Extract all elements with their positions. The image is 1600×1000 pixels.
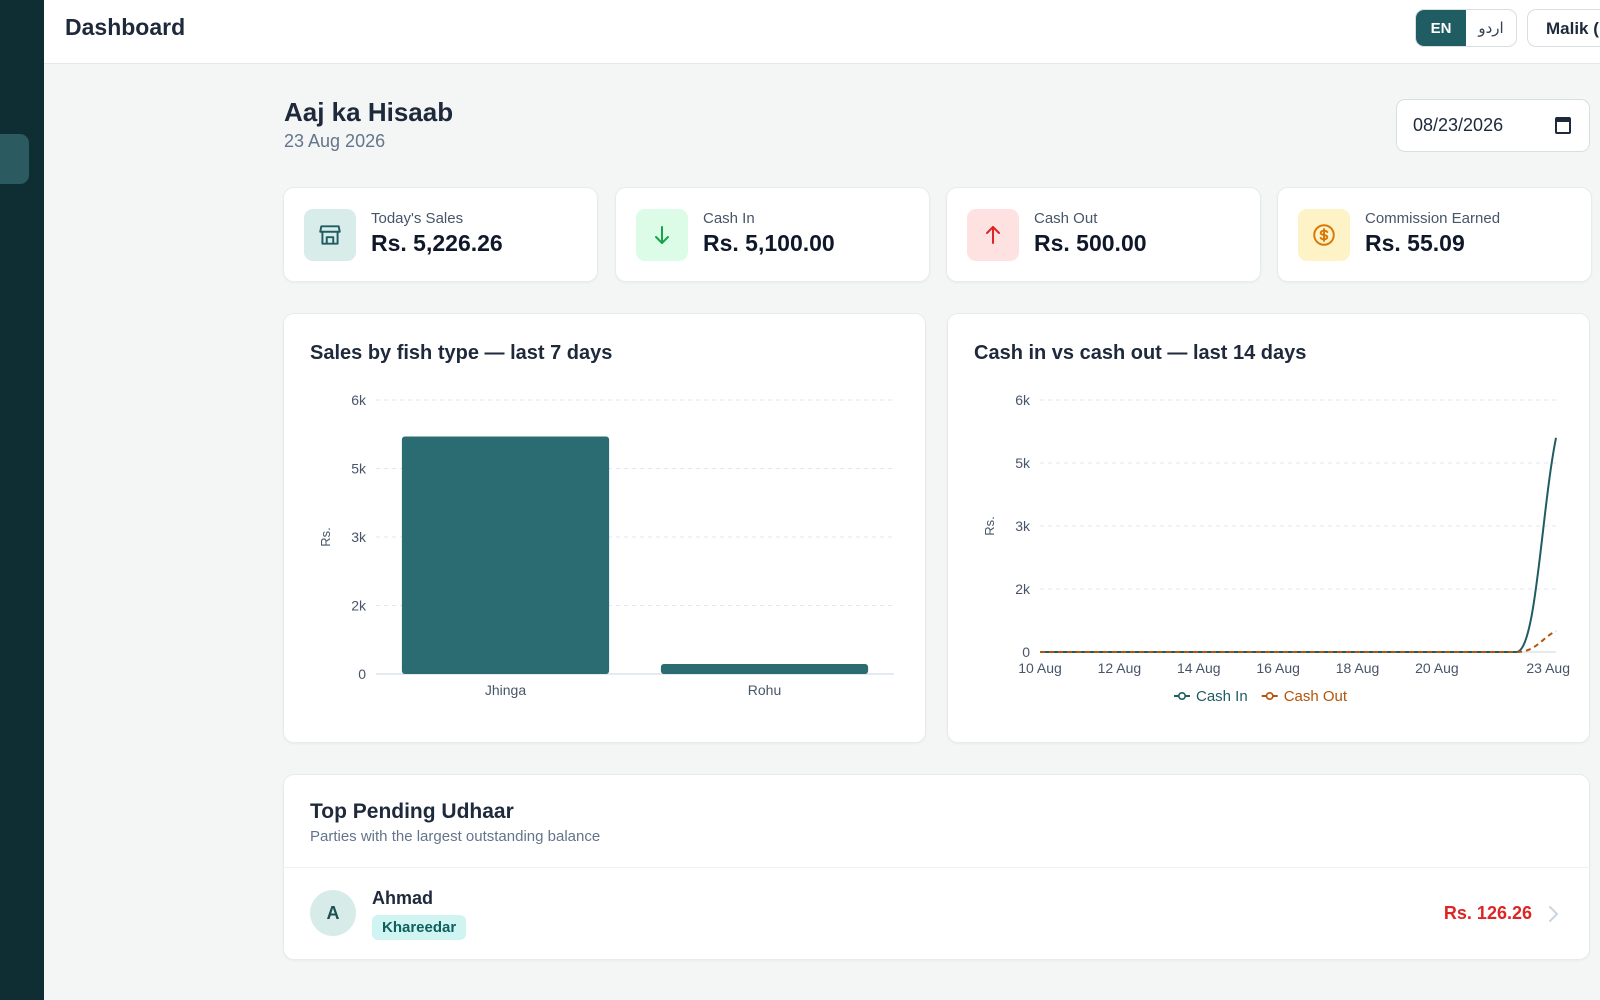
x-tick-label: 12 Aug <box>1098 660 1142 676</box>
y-tick-label: 6k <box>351 392 367 408</box>
legend-marker <box>1178 691 1187 700</box>
x-tick-label: 10 Aug <box>1018 660 1062 676</box>
party-balance: Rs. 126.26 <box>1443 903 1532 923</box>
y-tick-label: 5k <box>351 461 367 477</box>
udhaar-subtitle: Parties with the largest outstanding bal… <box>310 828 601 845</box>
y-tick-label: 3k <box>1015 518 1031 534</box>
stat-label: Cash In <box>703 210 755 227</box>
arrow-up-icon <box>967 209 1019 261</box>
x-tick-label: Rohu <box>748 682 781 698</box>
bar-rohu <box>660 663 869 674</box>
series-line-cash-in <box>1039 437 1557 653</box>
page-title: Dashboard <box>65 14 186 40</box>
date-picker-input[interactable]: 08/23/2026 <box>1396 99 1590 152</box>
party-name: Ahmad <box>372 888 434 908</box>
x-tick-label: 20 Aug <box>1415 660 1459 676</box>
series-line-cash-out <box>1039 630 1557 653</box>
chart-title: Sales by fish type — last 7 days <box>310 342 613 364</box>
cash-flow-chart-card: Cash in vs cash out — last 14 days 0 2k 3k… <box>947 313 1590 743</box>
y-tick-label: 3k <box>351 529 367 545</box>
bar-jhinga <box>401 436 610 674</box>
store-icon <box>304 209 356 261</box>
legend-label: Cash In <box>1196 688 1248 705</box>
legend-label: Cash Out <box>1284 688 1348 705</box>
pending-udhaar-card: Top Pending Udhaar Parties with the larg… <box>283 774 1590 960</box>
divider <box>284 867 1589 868</box>
language-toggle: EN اردو <box>1415 9 1517 47</box>
stat-card-cash-in: Cash In Rs. 5,100.00 <box>615 187 930 282</box>
y-tick-label: 0 <box>1022 644 1030 660</box>
chart-title: Cash in vs cash out — last 14 days <box>974 342 1307 364</box>
y-axis-label: Rs. <box>318 527 333 547</box>
udhaar-title: Top Pending Udhaar <box>310 800 514 823</box>
stat-label: Commission Earned <box>1365 210 1501 227</box>
stat-card-cash-out: Cash Out Rs. 500.00 <box>946 187 1261 282</box>
arrow-down-icon <box>636 209 688 261</box>
sales-by-fish-bar-chart: 0 2k 3k 5k 6k Rs. Jhinga Rohu <box>318 392 894 698</box>
y-tick-label: 5k <box>1015 455 1031 471</box>
stat-card-todays-sales: Today's Sales Rs. 5,226.26 <box>283 187 598 282</box>
user-menu-button[interactable]: Malik ( <box>1527 9 1600 47</box>
y-tick-label: 0 <box>358 666 366 682</box>
x-tick-label: Jhinga <box>485 682 526 698</box>
topbar: Dashboard EN اردو Malik ( <box>44 0 1600 64</box>
stat-label: Cash Out <box>1034 210 1098 227</box>
calendar-icon[interactable] <box>1555 117 1571 134</box>
cash-flow-line-chart: 0 2k 3k 5k 6k Rs. 10 Aug 12 Aug 14 Aug 16 Aug 18 A… <box>982 392 1570 705</box>
section-title: Aaj ka Hisaab <box>284 97 454 127</box>
lang-urdu-button[interactable]: اردو <box>1478 20 1504 37</box>
section-date: 23 Aug 2026 <box>284 131 386 151</box>
stat-card-commission: Commission Earned Rs. 55.09 <box>1277 187 1592 282</box>
chevron-right-icon[interactable] <box>1547 905 1559 923</box>
x-tick-label: 14 Aug <box>1177 660 1221 676</box>
sidebar-active-item[interactable] <box>0 134 29 184</box>
avatar: A <box>310 890 356 936</box>
y-tick-label: 2k <box>351 598 367 614</box>
dollar-coin-icon <box>1298 209 1350 261</box>
x-tick-label: 18 Aug <box>1336 660 1380 676</box>
legend-marker <box>1265 691 1274 700</box>
lang-en-button[interactable]: EN <box>1416 10 1466 46</box>
y-axis-label: Rs. <box>982 516 997 536</box>
date-value: 08/23/2026 <box>1413 115 1504 135</box>
sales-by-fish-chart-card: Sales by fish type — last 7 days 0 2k 3k 5k… <box>283 313 926 743</box>
stat-value: Rs. 5,226.26 <box>371 230 503 256</box>
y-tick-label: 6k <box>1015 392 1031 408</box>
party-row[interactable]: A Ahmad Khareedar Rs. 126.26 <box>284 868 1589 960</box>
stat-value: Rs. 500.00 <box>1034 230 1147 256</box>
party-type-badge: Khareedar <box>372 915 467 940</box>
stat-label: Today's Sales <box>371 210 464 227</box>
y-tick-label: 2k <box>1015 581 1031 597</box>
x-tick-label: 16 Aug <box>1256 660 1300 676</box>
stat-value: Rs. 55.09 <box>1365 230 1465 256</box>
legend-item-cash-out: Cash Out <box>1261 688 1348 705</box>
stat-value: Rs. 5,100.00 <box>703 230 835 256</box>
sidebar <box>0 0 44 1000</box>
legend-item-cash-in: Cash In <box>1174 688 1248 705</box>
x-tick-label: 23 Aug <box>1526 660 1570 676</box>
